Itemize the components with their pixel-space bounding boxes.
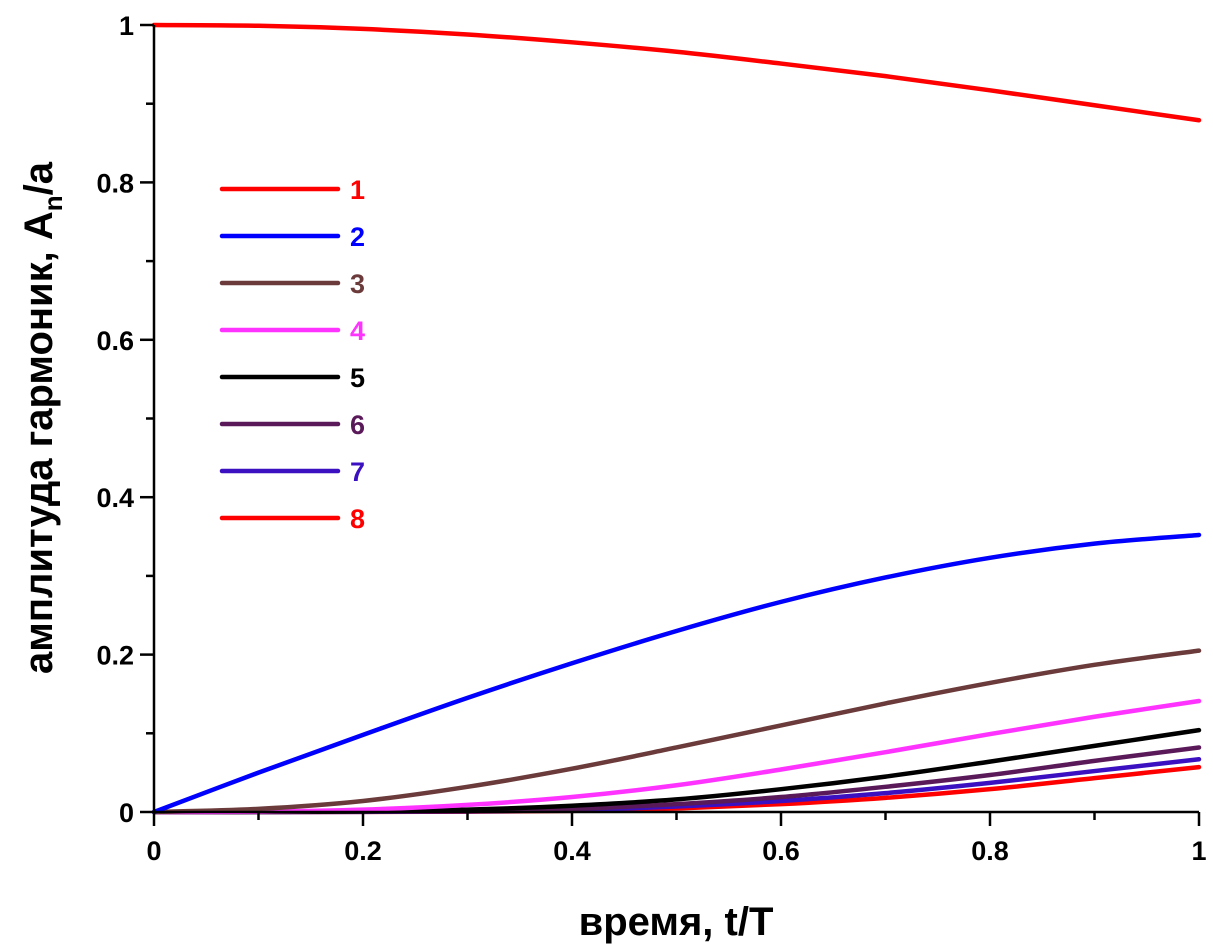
y-tick-label: 0.4 (96, 483, 134, 513)
y-tick-label: 0.2 (96, 641, 134, 671)
series-line-4 (151, 698, 1202, 815)
series-line-1 (151, 22, 1202, 123)
x-tick-label: 1 (1191, 836, 1206, 866)
legend-label-2: 2 (350, 222, 365, 252)
series-line-2 (151, 532, 1202, 815)
y-axis-title-main: амплитуда гармоник, A (17, 211, 61, 674)
legend-label-1: 1 (350, 175, 365, 205)
x-tick-label: 0.6 (762, 836, 800, 866)
ticks-layer: 0 0.2 0.4 0.6 0.8 1 0 0.2 0.4 0.6 0.8 1 (96, 11, 1206, 866)
y-tick-label: 0.8 (96, 168, 134, 198)
y-axis-title: амплитуда гармоник, An/a (17, 161, 68, 674)
x-tick-label: 0 (146, 836, 161, 866)
y-axis-title-tail: /a (17, 161, 61, 195)
legend-label-5: 5 (350, 363, 365, 393)
x-axis-title: время, t/T (579, 900, 774, 944)
series-line-6 (151, 745, 1202, 815)
series-layer (151, 22, 1202, 815)
legend-label-7: 7 (350, 457, 365, 487)
y-tick-label: 0.6 (96, 326, 134, 356)
y-tick-label: 1 (119, 11, 134, 41)
legend-label-8: 8 (350, 504, 365, 534)
legend-label-4: 4 (350, 316, 365, 346)
legend-label-6: 6 (350, 410, 365, 440)
series-line-5 (151, 727, 1202, 815)
x-tick-label: 0.4 (553, 836, 591, 866)
axes-layer (152, 25, 1199, 814)
legend-label-3: 3 (350, 269, 365, 299)
x-tick-label: 0.2 (344, 836, 382, 866)
x-tick-label: 0.8 (971, 836, 1009, 866)
y-tick-label: 0 (119, 798, 134, 828)
series-line-3 (151, 648, 1202, 815)
legend: 1 2 3 4 5 6 7 8 (219, 175, 365, 534)
y-axis-title-subscript: n (38, 195, 68, 211)
